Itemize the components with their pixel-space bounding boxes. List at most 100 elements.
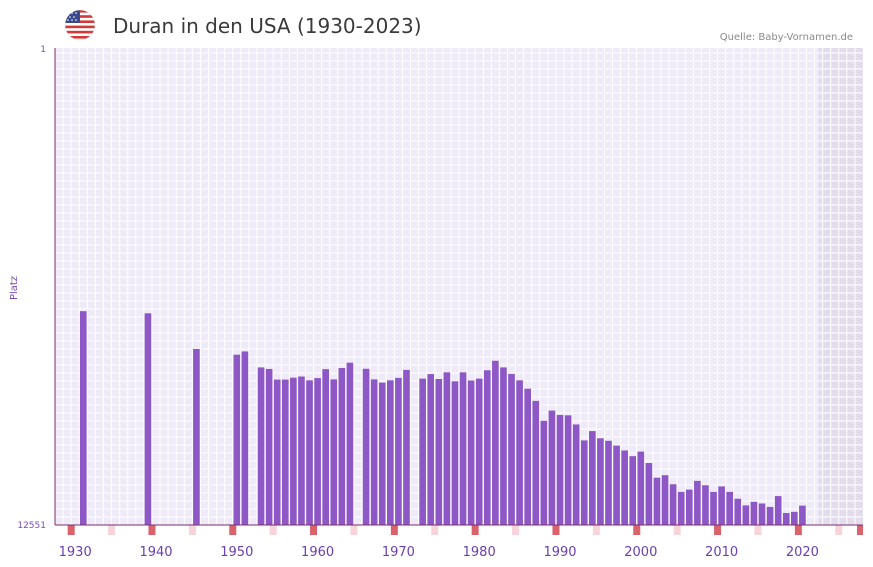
bar-2004 (669, 484, 677, 525)
bar-1975 (435, 379, 443, 525)
bar-1977 (451, 381, 459, 525)
bar-1971 (403, 369, 410, 525)
y-ticks: 1 12551 (17, 45, 46, 531)
bar-1981 (483, 370, 491, 525)
bar-1992 (572, 424, 580, 525)
source-label: Quelle: Baby-Vornamen.de (720, 32, 853, 43)
bar-1961 (322, 369, 329, 525)
axes (54, 48, 863, 526)
halfdecade-marker (673, 525, 681, 535)
usa-flag-icon (64, 9, 96, 41)
x-tick-label: 2020 (786, 545, 819, 560)
bar-2016 (766, 506, 774, 525)
bar-1995 (597, 438, 604, 525)
bar-1985 (516, 380, 523, 525)
bar-series (79, 311, 806, 525)
bar-1997 (613, 445, 620, 525)
x-tick-label: 1930 (59, 545, 92, 560)
decade-marker (148, 525, 156, 535)
bar-1982 (492, 360, 499, 525)
bar-2002 (653, 477, 661, 525)
bar-1996 (605, 440, 612, 525)
bar-2017 (774, 496, 782, 525)
decade-marker (471, 525, 479, 535)
decade-marker (857, 525, 863, 535)
bar-1950 (233, 354, 241, 525)
bar-1986 (524, 388, 531, 525)
decade-marker (390, 525, 398, 535)
bar-1955 (273, 379, 281, 525)
bar-1990 (556, 414, 564, 525)
x-tick-label: 2000 (624, 545, 657, 560)
bar-1991 (564, 415, 572, 525)
bar-2009 (710, 491, 717, 525)
bar-2010 (718, 486, 725, 525)
bar-2014 (750, 501, 758, 525)
halfdecade-marker (754, 525, 762, 535)
bar-1962 (330, 379, 338, 525)
bar-1994 (589, 431, 596, 525)
decade-marker (714, 525, 722, 535)
bar-2006 (685, 489, 693, 525)
bar-2008 (702, 485, 709, 525)
bar-2001 (645, 463, 653, 525)
x-tick-label: 2010 (705, 545, 738, 560)
bar-1970 (395, 377, 402, 525)
bar-1964 (346, 362, 354, 525)
bar-2013 (742, 505, 750, 525)
x-tick-label: 1950 (220, 545, 253, 560)
bar-1956 (281, 379, 289, 525)
bar-1973 (419, 378, 426, 525)
bar-1958 (298, 376, 305, 525)
bar-1987 (532, 400, 540, 525)
halfdecade-marker (431, 525, 439, 535)
bar-1978 (459, 372, 467, 525)
bar-1953 (257, 367, 265, 525)
halfdecade-marker (188, 525, 196, 535)
bar-1959 (306, 380, 313, 525)
halfdecade-marker (512, 525, 520, 535)
x-tick-label: 1990 (543, 545, 576, 560)
bar-2020 (799, 505, 806, 525)
bar-2000 (637, 451, 645, 525)
bar-2003 (661, 475, 669, 525)
bar-1960 (314, 378, 321, 525)
x-tick-label: 1960 (301, 545, 334, 560)
halfdecade-marker (269, 525, 277, 535)
year-markers (67, 525, 863, 535)
x-tick-label: 1940 (139, 545, 172, 560)
bar-1957 (290, 377, 297, 525)
bar-1968 (378, 382, 386, 525)
bar-1974 (427, 374, 435, 525)
bar-1999 (629, 456, 637, 525)
bar-1979 (467, 380, 475, 525)
bar-1976 (443, 372, 451, 525)
bar-2019 (791, 511, 798, 525)
chart-title: Duran in den USA (1930-2023) (113, 14, 422, 38)
bar-1954 (265, 368, 273, 525)
y-tick-label: 12551 (17, 521, 46, 531)
bar-1945 (193, 348, 200, 525)
decade-marker (229, 525, 237, 535)
halfdecade-marker (108, 525, 116, 535)
halfdecade-marker (592, 525, 600, 535)
bar-1931 (79, 311, 87, 525)
bar-1988 (540, 420, 548, 525)
bar-1998 (621, 450, 628, 525)
x-tick-label: 1980 (463, 545, 496, 560)
bar-1984 (508, 373, 515, 525)
decade-marker (633, 525, 641, 535)
bar-1989 (548, 410, 556, 525)
bar-2015 (758, 503, 766, 525)
bar-1993 (580, 440, 588, 525)
bar-1963 (338, 367, 346, 525)
bar-2005 (677, 491, 685, 525)
halfdecade-marker (350, 525, 358, 535)
decade-marker (310, 525, 318, 535)
x-ticks: 1930 1940 1950 1960 1970 1980 1990 2000 2010 2020 (59, 545, 819, 560)
decade-marker (552, 525, 560, 535)
bar-1969 (387, 380, 394, 525)
halfdecade-marker (835, 525, 843, 535)
